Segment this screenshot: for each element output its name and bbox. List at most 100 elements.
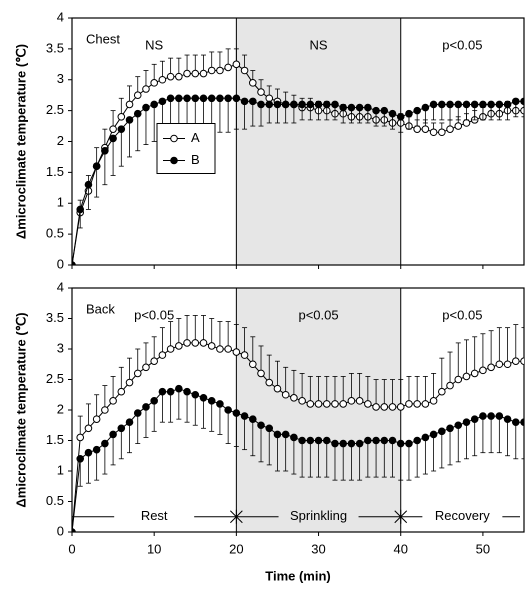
- panel-title: Chest: [86, 31, 120, 46]
- data-point: [150, 79, 158, 87]
- data-point: [109, 397, 117, 405]
- data-point: [265, 100, 274, 109]
- data-point: [257, 421, 265, 430]
- data-point: [117, 424, 126, 433]
- series: [72, 94, 524, 265]
- data-point: [355, 439, 364, 448]
- data-point: [191, 94, 200, 103]
- data-point: [347, 439, 356, 448]
- data-point: [191, 339, 200, 347]
- data-point: [331, 439, 339, 448]
- data-point: [470, 100, 479, 109]
- y-tick-label: 2.5: [46, 102, 64, 117]
- data-point: [257, 100, 265, 109]
- data-point: [446, 125, 454, 133]
- data-point: [101, 406, 109, 414]
- data-point: [224, 94, 232, 103]
- data-point: [446, 100, 454, 109]
- data-point: [133, 369, 142, 378]
- data-point: [355, 103, 364, 112]
- data-point: [158, 387, 167, 396]
- data-point: [207, 342, 216, 350]
- data-point: [372, 436, 380, 445]
- data-point: [322, 100, 331, 109]
- region-label: NS: [145, 37, 163, 52]
- data-point: [396, 403, 405, 411]
- data-point: [240, 412, 249, 420]
- data-point: [479, 100, 487, 109]
- phase-label: Recovery: [435, 508, 490, 523]
- y-tick-label: 4: [57, 9, 64, 24]
- data-point: [470, 415, 479, 423]
- y-tick-label: 0: [57, 523, 64, 538]
- data-point: [495, 100, 504, 109]
- data-point: [429, 100, 438, 109]
- data-point: [462, 100, 471, 109]
- data-point: [142, 363, 150, 372]
- data-point: [249, 415, 257, 423]
- legend-label: B: [191, 152, 200, 167]
- data-point: [314, 400, 323, 408]
- data-point: [133, 91, 142, 99]
- data-point: [339, 439, 348, 448]
- data-point: [101, 439, 109, 448]
- data-point: [306, 436, 315, 445]
- y-tick-label: 3.5: [46, 310, 64, 325]
- data-point: [388, 109, 397, 118]
- data-point: [462, 418, 471, 427]
- data-point: [388, 403, 397, 411]
- region-label: p<0.05: [442, 37, 482, 52]
- data-point: [109, 125, 117, 133]
- data-point: [438, 100, 446, 109]
- data-point: [520, 97, 524, 106]
- data-point: [413, 125, 421, 133]
- phase-star: [230, 509, 243, 524]
- data-point: [290, 433, 298, 442]
- data-point: [166, 94, 175, 103]
- data-point: [503, 415, 512, 423]
- data-point: [76, 205, 85, 214]
- data-point: [405, 400, 413, 408]
- data-point: [150, 397, 158, 405]
- data-point: [240, 351, 249, 359]
- data-point: [511, 418, 520, 427]
- phase-label-bg: [278, 507, 359, 526]
- data-point: [405, 109, 413, 118]
- data-point: [183, 69, 191, 78]
- x-tick-label: 50: [476, 541, 490, 556]
- data-point: [421, 433, 430, 442]
- data-point: [232, 348, 241, 356]
- series: [72, 384, 524, 532]
- data-point: [438, 427, 446, 436]
- phase-label: Sprinkling: [290, 508, 347, 523]
- legend-marker: [170, 156, 178, 165]
- data-point: [175, 342, 183, 350]
- data-point: [142, 403, 150, 411]
- data-point: [454, 122, 463, 130]
- y-tick-label: 0: [57, 256, 64, 271]
- data-point: [216, 66, 224, 75]
- data-point: [479, 412, 487, 420]
- data-point: [446, 381, 454, 390]
- y-tick-label: 1: [57, 462, 64, 477]
- data-point: [413, 436, 421, 445]
- x-tick-label: 0: [68, 541, 75, 556]
- data-point: [232, 409, 241, 417]
- data-point: [84, 448, 93, 457]
- data-point: [322, 400, 331, 408]
- data-point: [72, 528, 76, 532]
- data-point: [429, 397, 438, 405]
- data-point: [273, 430, 282, 439]
- data-point: [380, 106, 389, 115]
- data-point: [133, 109, 142, 118]
- data-point: [372, 403, 380, 411]
- y-tick-label: 3: [57, 71, 64, 86]
- data-point: [166, 72, 175, 81]
- data-point: [150, 357, 158, 366]
- region-label: NS: [310, 37, 328, 52]
- x-tick-label: 10: [147, 541, 161, 556]
- y-tick-label: 1.5: [46, 432, 64, 447]
- data-point: [479, 366, 487, 375]
- data-point: [232, 94, 241, 103]
